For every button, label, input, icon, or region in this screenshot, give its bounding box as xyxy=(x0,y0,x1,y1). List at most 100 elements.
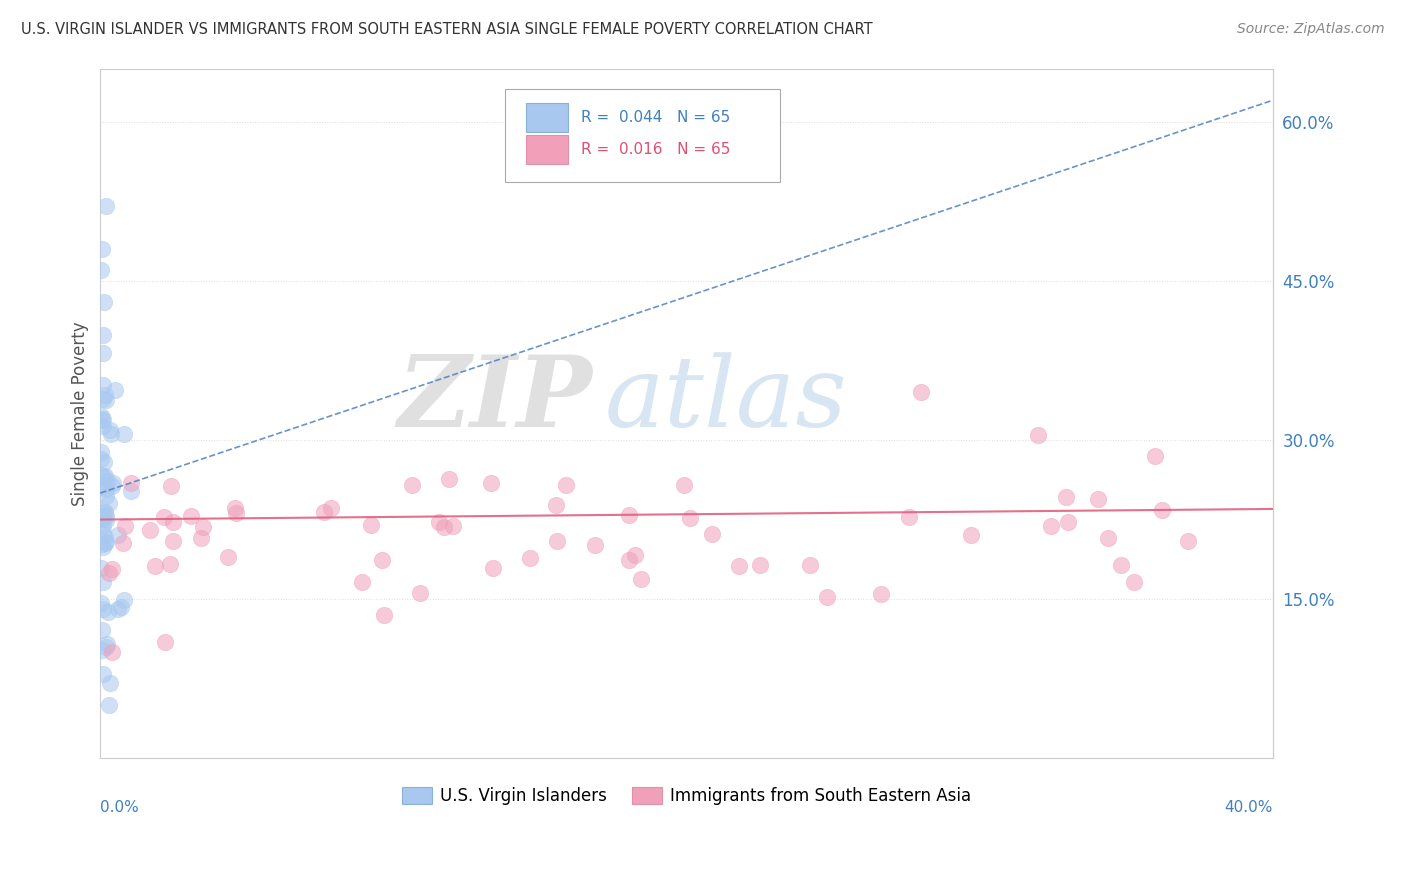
Point xyxy=(623,548,645,562)
Point xyxy=(519,551,541,566)
Point xyxy=(93,505,115,519)
Point xyxy=(350,575,373,590)
Point xyxy=(94,388,117,402)
Point xyxy=(94,469,117,483)
Point xyxy=(93,454,115,468)
Point xyxy=(162,515,184,529)
Point xyxy=(90,624,112,638)
Point xyxy=(433,520,456,534)
Legend: U.S. Virgin Islanders, Immigrants from South Eastern Asia: U.S. Virgin Islanders, Immigrants from S… xyxy=(395,780,979,812)
Point xyxy=(93,530,115,544)
Point xyxy=(112,593,135,607)
Point xyxy=(1109,558,1132,573)
Point xyxy=(1144,449,1167,463)
Point xyxy=(91,518,114,533)
Text: R =  0.016   N = 65: R = 0.016 N = 65 xyxy=(581,143,730,157)
FancyBboxPatch shape xyxy=(526,103,568,132)
Point xyxy=(479,475,502,490)
Point xyxy=(98,423,121,437)
Point xyxy=(1150,502,1173,516)
Point xyxy=(93,346,115,360)
Point xyxy=(94,483,117,497)
Point xyxy=(401,478,423,492)
Point xyxy=(1097,531,1119,545)
Point xyxy=(91,574,114,589)
Point xyxy=(439,472,461,486)
Point xyxy=(91,377,114,392)
Point xyxy=(90,467,112,482)
Point xyxy=(94,489,117,503)
FancyBboxPatch shape xyxy=(505,89,780,182)
Point xyxy=(679,510,702,524)
Point xyxy=(96,393,118,408)
Text: U.S. VIRGIN ISLANDER VS IMMIGRANTS FROM SOUTH EASTERN ASIA SINGLE FEMALE POVERTY: U.S. VIRGIN ISLANDER VS IMMIGRANTS FROM … xyxy=(21,22,873,37)
Point xyxy=(427,515,450,529)
Point xyxy=(1026,427,1049,442)
Point xyxy=(585,538,607,552)
Point xyxy=(96,513,118,527)
Point xyxy=(960,527,983,541)
Point xyxy=(153,634,176,648)
Point xyxy=(153,510,176,524)
Point xyxy=(91,602,114,616)
Point xyxy=(101,479,124,493)
Point xyxy=(107,528,129,542)
Point xyxy=(114,519,136,533)
Point xyxy=(630,573,652,587)
Point xyxy=(728,559,751,574)
Point xyxy=(112,536,135,550)
Point xyxy=(91,412,114,426)
Point xyxy=(101,562,124,576)
Point xyxy=(98,676,121,690)
Point xyxy=(112,427,135,442)
Point xyxy=(90,242,112,256)
Point xyxy=(321,501,343,516)
Point xyxy=(93,505,115,519)
Point xyxy=(139,523,162,537)
Point xyxy=(191,520,214,534)
Point xyxy=(360,518,382,533)
Point xyxy=(1057,515,1080,529)
Point xyxy=(799,558,821,572)
Point xyxy=(90,596,112,610)
Point xyxy=(91,480,114,494)
Point xyxy=(94,199,117,213)
Point xyxy=(1054,490,1077,504)
Point xyxy=(96,605,118,619)
Point xyxy=(180,509,202,524)
Point xyxy=(93,295,115,310)
Point xyxy=(93,470,115,484)
Point xyxy=(91,508,114,523)
Point xyxy=(90,452,112,467)
Point xyxy=(93,526,115,541)
Point xyxy=(190,531,212,545)
Point xyxy=(100,426,122,441)
Point xyxy=(90,444,112,458)
Point xyxy=(96,637,118,651)
Point xyxy=(617,508,640,522)
Point xyxy=(91,510,114,524)
Point xyxy=(91,512,114,526)
Point xyxy=(619,553,641,567)
Point xyxy=(91,667,114,681)
Point xyxy=(870,587,893,601)
Point xyxy=(555,477,578,491)
Y-axis label: Single Female Poverty: Single Female Poverty xyxy=(72,321,89,506)
Point xyxy=(217,549,239,564)
Point xyxy=(482,560,505,574)
Point xyxy=(120,484,142,499)
Point xyxy=(546,533,568,548)
Text: 40.0%: 40.0% xyxy=(1225,800,1272,814)
Point xyxy=(90,561,112,575)
Point xyxy=(441,519,464,533)
Point xyxy=(815,590,838,604)
Point xyxy=(1122,575,1144,590)
Point xyxy=(910,385,932,400)
FancyBboxPatch shape xyxy=(526,136,568,164)
Point xyxy=(409,585,432,599)
Point xyxy=(1177,534,1199,549)
Point xyxy=(371,553,394,567)
Text: 0.0%: 0.0% xyxy=(100,800,139,814)
Point xyxy=(673,478,696,492)
Point xyxy=(94,535,117,549)
